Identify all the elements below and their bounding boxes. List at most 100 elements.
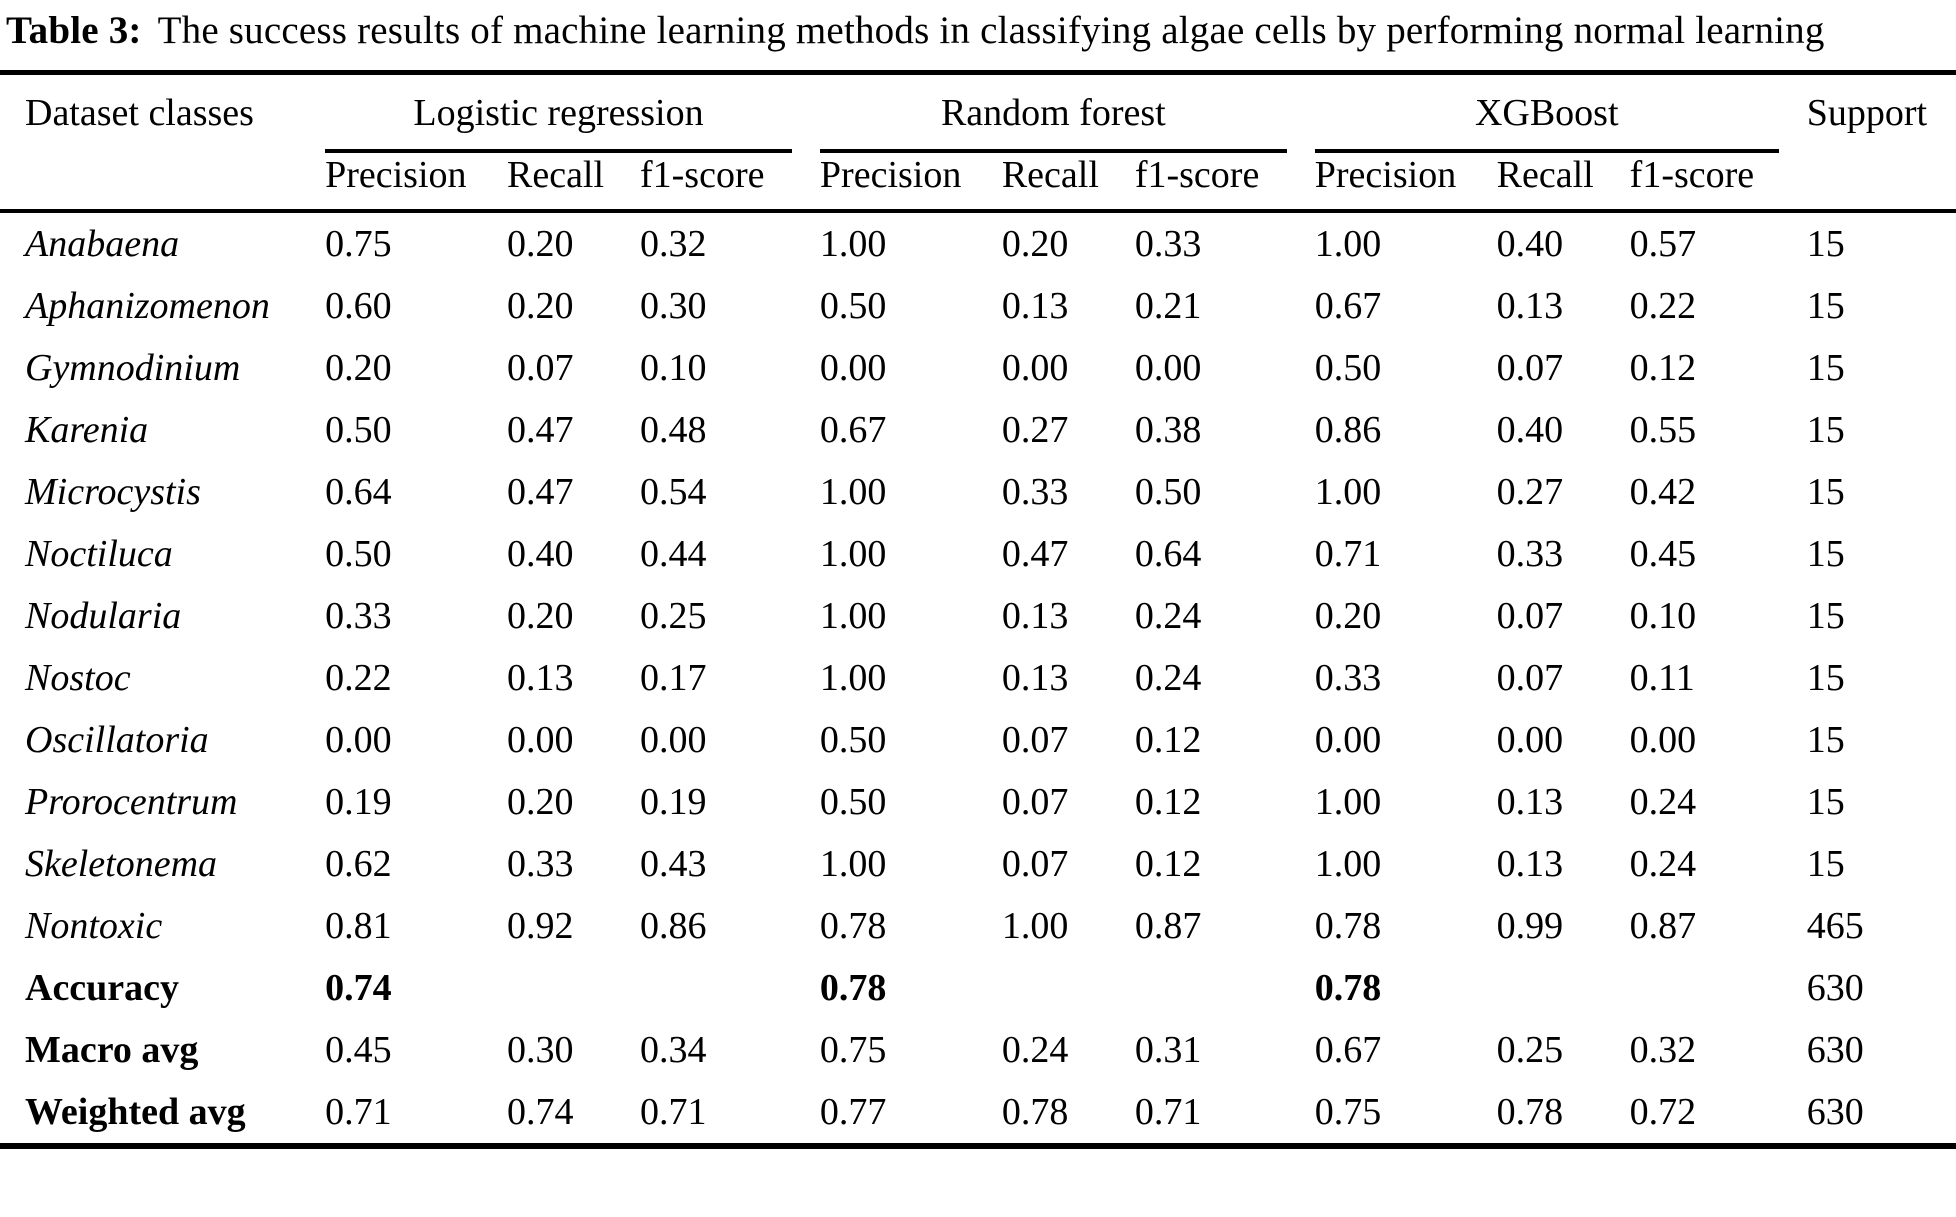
cell-xgb-recall: 0.78 [1496,1090,1564,1133]
cell-xgb-precision: 0.33 [1314,656,1382,699]
cell-xgb-recall: 0.00 [1496,718,1564,761]
col-header-support: Support [1806,72,1956,213]
cell-lr-f1score: 0.10 [639,346,707,389]
col-header-lr-precision: Precision [325,152,507,213]
cell-xgb-precision: 0.67 [1314,284,1382,327]
cell-rf-f1score: 0.24 [1134,594,1202,637]
cell-rf-precision: 0.75 [819,1028,887,1071]
col-header-lr-recall: Recall [506,152,640,213]
table-row: Nontoxic 0.81 0.92 0.86 0.78 1.00 0.87 0.78 0.99… [0,895,1956,957]
cell-lr-f1score: 0.00 [639,718,707,761]
cell-rf-f1score: 0.64 [1134,532,1202,575]
cell-lr-recall: 0.30 [506,1028,574,1071]
cell-xgb-recall [1497,957,1630,1019]
cell-support: 15 [1806,346,1845,389]
cell-rf-precision: 0.00 [819,346,887,389]
cell-lr-precision: 0.62 [325,842,392,885]
cell-xgb-precision: 1.00 [1314,222,1382,265]
cell-lr-precision: 0.64 [325,470,392,513]
cell-lr-precision: 0.50 [325,408,392,451]
row-label: Weighted avg [25,1090,246,1133]
cell-support: 15 [1806,470,1845,513]
row-label: Prorocentrum [25,780,238,823]
row-label: Anabaena [25,222,180,265]
table-row: Skeletonema 0.62 0.33 0.43 1.00 0.07 0.12 1.00 0… [0,833,1956,895]
row-label: Accuracy [25,966,180,1009]
cell-xgb-recall: 0.07 [1496,594,1564,637]
cell-xgb-precision: 0.71 [1314,532,1382,575]
table-row: Gymnodinium 0.20 0.07 0.10 0.00 0.00 0.00 0.50 0… [0,337,1956,399]
cell-rf-precision: 0.77 [819,1090,887,1133]
cell-rf-precision: 1.00 [819,532,887,575]
cell-rf-recall: 0.07 [1001,780,1069,823]
cell-lr-precision: 0.74 [325,966,392,1009]
cell-lr-precision: 0.50 [325,532,392,575]
cell-rf-recall: 0.00 [1001,346,1069,389]
cell-xgb-precision: 0.78 [1314,904,1382,947]
cell-support: 15 [1806,284,1845,327]
col-header-xgb-f1score: f1-score [1629,152,1807,213]
cell-xgb-recall: 0.07 [1496,656,1564,699]
group-header-random-forest-label: Random forest [940,92,1166,134]
cell-xgb-recall: 0.27 [1496,470,1564,513]
cell-xgb-f1score: 0.42 [1629,470,1697,513]
cell-xgb-f1score: 0.57 [1629,222,1697,265]
table-body: Anabaena 0.75 0.20 0.32 1.00 0.20 0.33 1.00 0.40… [0,211,1956,1146]
cell-xgb-f1score: 0.22 [1629,284,1697,327]
cell-lr-f1score: 0.48 [639,408,707,451]
cell-xgb-recall: 0.40 [1496,408,1564,451]
row-label: Nostoc [25,656,131,699]
table-row: Weighted avg 0.71 0.74 0.71 0.77 0.78 0.71 0.75… [0,1081,1956,1146]
table-caption: Table 3: The success results of machine l… [6,6,1950,56]
cell-lr-precision: 0.22 [325,656,392,699]
cell-rf-f1score: 0.38 [1134,408,1202,451]
cell-xgb-f1score [1630,957,1807,1019]
cell-lr-recall: 0.07 [506,346,574,389]
cell-xgb-precision: 1.00 [1314,842,1382,885]
cell-xgb-precision: 0.50 [1314,346,1382,389]
col-header-xgb-recall: Recall [1496,152,1630,213]
table-row: Nodularia 0.33 0.20 0.25 1.00 0.13 0.24 0.20 0.0… [0,585,1956,647]
row-label: Oscillatoria [25,718,209,761]
table-row: Anabaena 0.75 0.20 0.32 1.00 0.20 0.33 1.00 0.40… [0,211,1956,275]
table-row: Microcystis 0.64 0.47 0.54 1.00 0.33 0.50 1.00 0… [0,461,1956,523]
cell-xgb-recall: 0.99 [1496,904,1564,947]
cell-support: 630 [1806,1028,1864,1071]
cell-rf-recall: 0.47 [1001,532,1069,575]
cell-xgb-f1score: 0.24 [1629,780,1697,823]
cell-xgb-f1score: 0.24 [1629,842,1697,885]
cell-rf-recall: 0.24 [1001,1028,1069,1071]
cell-rf-recall: 0.13 [1001,284,1069,327]
cell-lr-precision: 0.20 [325,346,392,389]
table-row: Aphanizomenon 0.60 0.20 0.30 0.50 0.13 0.21 0.6… [0,275,1956,337]
cell-rf-recall: 0.20 [1001,222,1069,265]
cell-rf-f1score: 0.87 [1134,904,1202,947]
group-header-xgboost: XGBoost [1314,73,1807,153]
cell-lr-f1score: 0.32 [639,222,707,265]
results-table: Dataset classes Logistic regression Rand… [0,70,1956,1149]
cell-lr-f1score: 0.54 [639,470,707,513]
cell-lr-recall: 0.33 [506,842,574,885]
row-label: Macro avg [25,1028,199,1071]
cell-rf-recall: 0.78 [1001,1090,1069,1133]
cell-xgb-precision: 1.00 [1314,470,1382,513]
cell-lr-f1score: 0.44 [639,532,707,575]
cell-support: 15 [1806,780,1845,823]
cell-xgb-f1score: 0.12 [1629,346,1697,389]
cell-support: 465 [1806,904,1864,947]
cell-rf-f1score [1135,957,1315,1019]
row-label: Karenia [25,408,149,451]
cell-support: 15 [1806,594,1845,637]
cell-xgb-f1score: 0.55 [1629,408,1697,451]
cell-rf-precision: 0.50 [819,718,887,761]
cell-lr-f1score: 0.71 [639,1090,707,1133]
cell-xgb-recall: 0.13 [1496,842,1564,885]
cell-lr-recall: 0.13 [506,656,574,699]
cell-xgb-precision: 0.75 [1314,1090,1382,1133]
row-label: Microcystis [25,470,201,513]
row-label: Skeletonema [25,842,218,885]
cell-lr-f1score: 0.19 [639,780,707,823]
col-header-rf-precision: Precision [819,152,1002,213]
cell-xgb-recall: 0.33 [1496,532,1564,575]
cell-xgb-recall: 0.40 [1496,222,1564,265]
